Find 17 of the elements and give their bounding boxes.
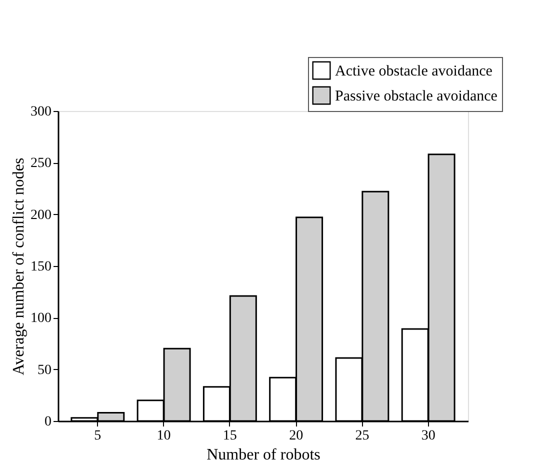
y-tick-label: 100 [30,311,52,326]
y-tick-label: 0 [44,414,52,430]
x-axis-title: Number of robots [206,446,320,464]
x-tick-label: 15 [222,428,237,444]
x-tick-label: 30 [421,428,436,444]
y-tick-label: 150 [30,260,52,274]
y-tick-label: 300 [30,104,52,120]
legend-label: Passive obstacle avoidance [335,88,498,104]
y-tick-label: 200 [30,208,52,223]
y-tick-label: 250 [30,156,52,172]
x-tick-label: 20 [289,428,304,444]
legend-label: Active obstacle avoidance [335,64,493,80]
x-tick-label: 25 [355,428,370,444]
x-tick-label: 5 [94,428,102,444]
y-axis-title: Average number of conflict nodes [10,158,28,376]
x-tick-label: 10 [156,428,171,444]
y-tick-label: 50 [38,362,52,378]
